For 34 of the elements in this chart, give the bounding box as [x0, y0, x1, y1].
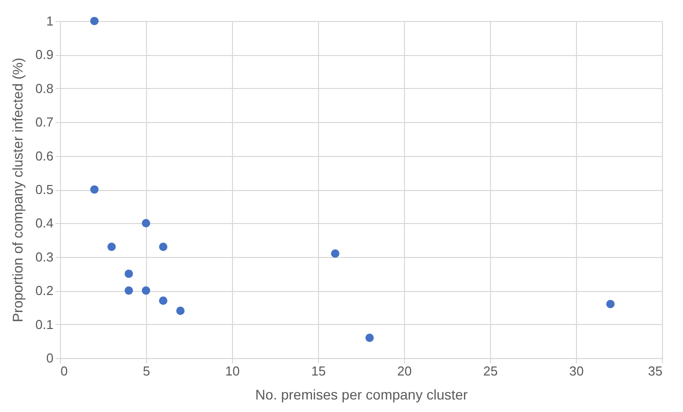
- point: [90, 16, 99, 26]
- y-tick-label: 0.6: [35, 148, 54, 164]
- point: [142, 219, 150, 228]
- point: [124, 270, 133, 278]
- y-axis-title: Proportion of company cluster infected (%): [9, 58, 26, 322]
- point: [331, 249, 340, 258]
- y-tick-label: 0.1: [35, 316, 54, 332]
- x-tick-label: 25: [483, 364, 498, 378]
- x-tick-label: 35: [648, 364, 662, 378]
- y-tick-label: 0.3: [35, 249, 54, 264]
- x-tick-label: 0: [60, 364, 68, 378]
- y-tick-label: 0.7: [35, 114, 54, 130]
- x-tick-label: 15: [311, 364, 326, 378]
- x-tick-label: 10: [225, 364, 240, 378]
- y-tick-label: 0: [46, 350, 54, 366]
- point: [159, 242, 168, 251]
- y-tick-label: 0.2: [35, 283, 54, 298]
- point: [176, 306, 185, 315]
- x-tick-label: 5: [142, 364, 150, 378]
- y-tick-label: 1: [46, 14, 54, 28]
- point: [606, 300, 615, 308]
- y-tick-label: 0.9: [35, 47, 54, 62]
- point: [142, 286, 150, 295]
- point: [107, 242, 116, 251]
- x-axis-title: No. premises per company cluster: [255, 386, 468, 402]
- y-tick-label: 0.5: [35, 182, 54, 197]
- point: [365, 334, 374, 342]
- point: [124, 286, 133, 295]
- x-tick-label: 20: [397, 364, 412, 378]
- y-tick-label: 0.8: [35, 80, 54, 96]
- point: [90, 185, 99, 194]
- point: [159, 296, 168, 305]
- x-tick-label: 30: [569, 364, 584, 378]
- y-tick-label: 0.4: [35, 216, 54, 231]
